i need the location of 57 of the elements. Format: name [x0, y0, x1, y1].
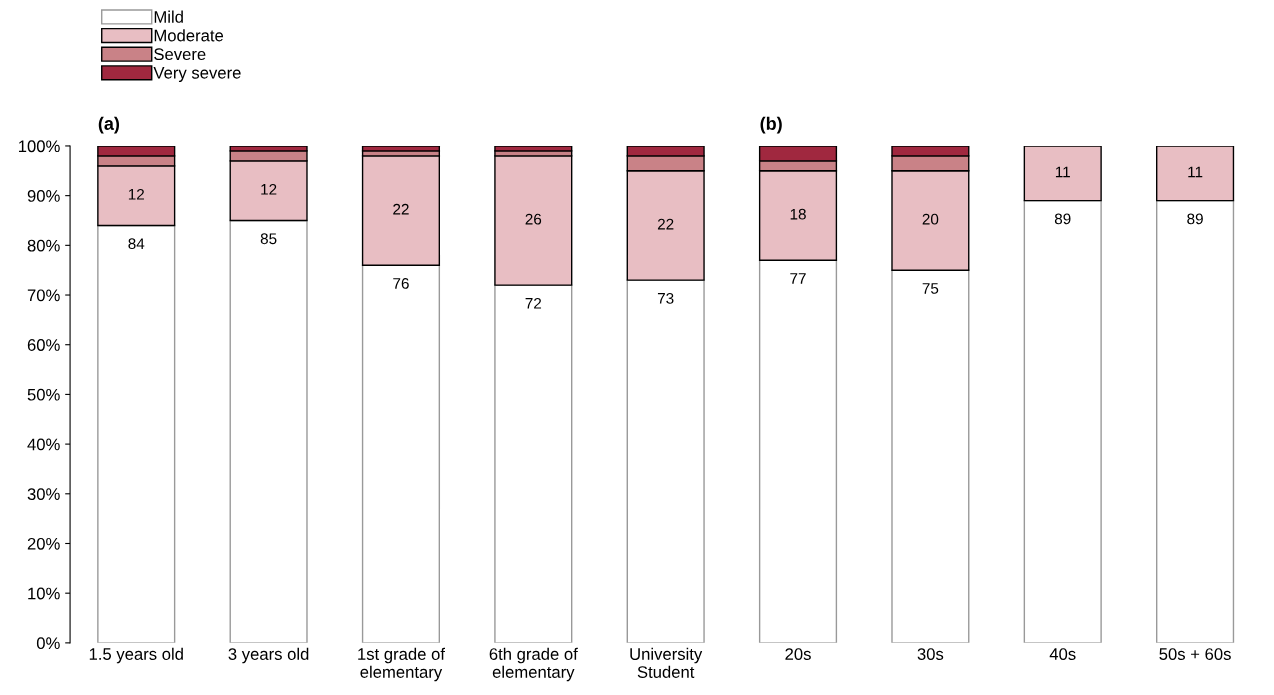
text: (b): [760, 116, 782, 134]
x-tick-label: 40s: [1049, 648, 1076, 660]
bar: [626, 279, 705, 643]
data-label: 26: [525, 213, 542, 225]
bar: [97, 224, 176, 643]
data-label: 12: [128, 188, 144, 200]
y-tick-label: 50%: [27, 388, 60, 401]
y-tick-label: 10%: [28, 587, 60, 600]
legend-label: Mild: [154, 10, 183, 23]
text: (a): [98, 116, 120, 134]
data-label: 20: [922, 213, 939, 225]
bar: [1156, 199, 1235, 643]
x-tick-label: University Student: [630, 647, 703, 678]
data-label: 89: [1187, 213, 1203, 225]
data-label: 22: [393, 203, 409, 215]
x-tick-label: 1st grade of elementary: [358, 647, 445, 682]
y-tick-label: 40%: [27, 438, 60, 451]
data-label: 18: [790, 208, 806, 220]
x-tick-label: 1.5 years old: [89, 647, 183, 664]
legend-label: Severe: [154, 48, 206, 61]
y-tick-label: 80%: [27, 239, 60, 252]
data-label: 85: [260, 233, 277, 245]
x-tick-label: 50s + 60s: [1159, 648, 1231, 660]
data-label: 76: [393, 278, 409, 289]
y-tick-label: 30%: [27, 488, 60, 500]
y-tick-label: 70%: [27, 289, 60, 302]
x-tick-label: 30s: [917, 648, 944, 660]
y-tick-label: 0%: [36, 637, 60, 650]
data-label: 11: [1055, 166, 1070, 178]
y-tick-label: 60%: [27, 339, 60, 351]
data-label: 84: [128, 238, 145, 250]
data-label: 72: [525, 297, 542, 309]
bar: [1156, 145, 1235, 202]
bar: [494, 155, 573, 286]
bar: [361, 155, 441, 266]
bar: [758, 259, 838, 643]
y-tick-label: 90%: [27, 190, 60, 202]
legend-label: Moderate: [154, 29, 224, 42]
y-tick-label: 100%: [18, 140, 60, 153]
x-tick-label: 6th grade of elementary: [489, 647, 578, 682]
data-label: 73: [657, 292, 674, 304]
x-tick-label: 3 years old: [228, 647, 309, 664]
y-tick-label: 20%: [27, 537, 60, 550]
bar: [891, 269, 970, 643]
data-label: 22: [657, 218, 674, 230]
bar: [1023, 145, 1102, 202]
legend-label: Very severe: [153, 67, 241, 82]
bar: [1023, 199, 1102, 643]
bar: [361, 264, 441, 643]
data-label: 11: [1188, 166, 1203, 178]
data-label: 12: [261, 183, 277, 195]
data-label: 89: [1054, 213, 1071, 225]
data-label: 77: [790, 273, 806, 284]
bar: [494, 284, 573, 643]
bar: [229, 219, 308, 643]
x-tick-label: 20s: [785, 648, 811, 660]
data-label: 75: [922, 283, 939, 294]
